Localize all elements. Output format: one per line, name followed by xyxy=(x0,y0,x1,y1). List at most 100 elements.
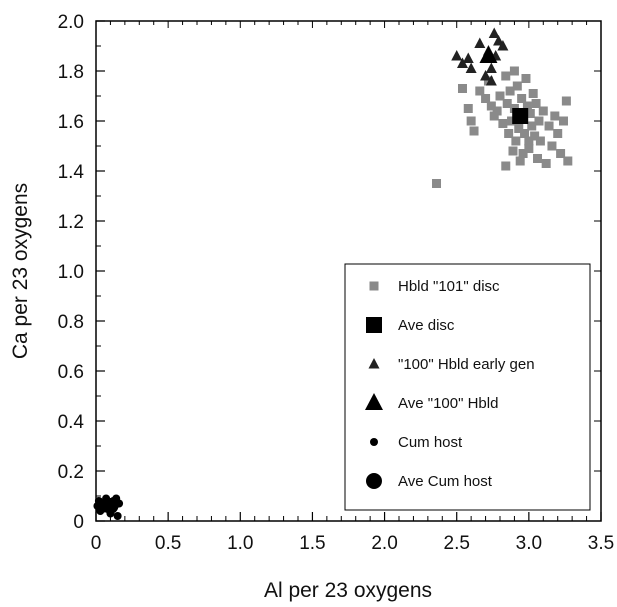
y-tick-label: 0.2 xyxy=(58,462,84,483)
x-tick-label: 0.5 xyxy=(155,533,181,554)
legend-label: Hbld "101" disc xyxy=(398,278,500,295)
y-axis-title: Ca per 23 oxygens xyxy=(9,183,32,359)
data-point xyxy=(485,62,497,73)
data-point xyxy=(498,119,508,128)
legend-item: Ave "100" Hbld xyxy=(365,393,498,412)
data-point xyxy=(558,116,568,126)
data-point xyxy=(511,136,521,146)
data-point xyxy=(525,109,535,118)
legend-label: Cum host xyxy=(398,434,463,451)
y-tick-label: 1.6 xyxy=(58,112,84,133)
legend-marker xyxy=(369,281,379,291)
legend-label: "100" Hbld early gen xyxy=(398,356,535,373)
legend-item: "100" Hbld early gen xyxy=(368,356,535,373)
data-point xyxy=(527,121,537,131)
legend-item: Hbld "101" disc xyxy=(369,278,500,295)
axis-ticks xyxy=(95,20,602,522)
data-point xyxy=(520,129,530,138)
data-point xyxy=(504,129,514,138)
data-point xyxy=(509,66,519,76)
data-point xyxy=(553,129,563,138)
data-point xyxy=(521,74,531,83)
y-tick-label: 0.6 xyxy=(58,362,84,383)
data-point xyxy=(534,116,544,126)
x-tick-label: 3.5 xyxy=(588,533,614,554)
data-point xyxy=(508,146,518,156)
y-tick-label: 1.2 xyxy=(58,212,84,233)
data-point xyxy=(533,154,543,163)
x-tick-label: 1.5 xyxy=(299,533,325,554)
data-point xyxy=(480,70,492,81)
data-point xyxy=(531,99,541,108)
data-point xyxy=(535,136,545,146)
data-point xyxy=(463,104,473,113)
data-point xyxy=(517,94,527,103)
data-point xyxy=(497,40,509,51)
data-point xyxy=(512,81,522,91)
data-point xyxy=(522,101,532,111)
data-point xyxy=(481,94,491,103)
x-tick-label: 2.0 xyxy=(371,533,397,554)
data-point xyxy=(102,498,119,514)
y-tick-labels: 0 0.2 0.4 0.6 0.8 1.0 1.2 1.4 1.6 1.8 2.0 xyxy=(58,12,85,533)
data-point xyxy=(501,161,511,171)
data-point xyxy=(556,149,566,158)
data-points xyxy=(93,27,573,520)
legend-marker xyxy=(366,473,382,489)
data-point xyxy=(538,106,548,116)
data-point xyxy=(495,91,505,101)
data-point xyxy=(505,86,515,96)
x-axis-title: Al per 23 oxygens xyxy=(264,579,432,602)
x-tick-labels: 0 0.5 1.0 1.5 2.0 2.5 3.0 3.5 xyxy=(91,533,615,554)
data-point xyxy=(113,512,122,520)
data-point xyxy=(518,149,528,158)
data-point xyxy=(432,179,442,188)
y-tick-label: 0 xyxy=(73,512,84,533)
series-1 xyxy=(512,108,529,124)
legend-marker xyxy=(365,393,383,410)
data-point xyxy=(488,27,500,38)
data-point xyxy=(475,86,485,96)
series-3 xyxy=(479,46,498,63)
data-point xyxy=(561,96,571,106)
data-point xyxy=(502,99,512,108)
legend-label: Ave "100" Hbld xyxy=(398,395,498,412)
data-point xyxy=(501,71,511,81)
data-point xyxy=(547,141,557,151)
data-point xyxy=(563,156,573,166)
data-point xyxy=(456,57,468,68)
legend-items: Hbld "101" disc Ave disc "100" Hbld early … xyxy=(365,278,535,490)
legend-label: Ave Cum host xyxy=(398,473,493,490)
series-0 xyxy=(432,66,573,188)
y-tick-label: 1.8 xyxy=(58,62,84,83)
data-point xyxy=(489,111,499,121)
y-tick-label: 0.4 xyxy=(58,412,85,433)
data-point xyxy=(507,116,517,126)
data-point xyxy=(466,116,476,126)
data-point xyxy=(474,37,486,48)
y-tick-label: 1.4 xyxy=(58,162,85,183)
legend-marker xyxy=(370,438,378,446)
data-point xyxy=(469,126,479,136)
x-tick-label: 0 xyxy=(91,533,102,554)
legend-item: Cum host xyxy=(370,434,463,451)
legend-marker xyxy=(366,317,382,333)
data-point xyxy=(541,159,551,168)
data-point xyxy=(550,111,560,121)
legend: Hbld "101" disc Ave disc "100" Hbld early … xyxy=(344,263,591,511)
data-point xyxy=(451,50,463,61)
data-point xyxy=(530,131,540,141)
data-point xyxy=(479,46,498,63)
legend-item: Ave disc xyxy=(366,317,455,334)
legend-box xyxy=(344,263,591,511)
legend-item: Ave Cum host xyxy=(366,473,493,490)
data-point xyxy=(515,156,525,166)
data-point xyxy=(485,75,497,86)
data-point xyxy=(465,62,477,73)
legend-marker xyxy=(368,358,380,369)
data-point xyxy=(457,84,467,93)
x-tick-label: 2.5 xyxy=(444,533,470,554)
data-point xyxy=(492,106,502,116)
series-5 xyxy=(102,498,119,514)
